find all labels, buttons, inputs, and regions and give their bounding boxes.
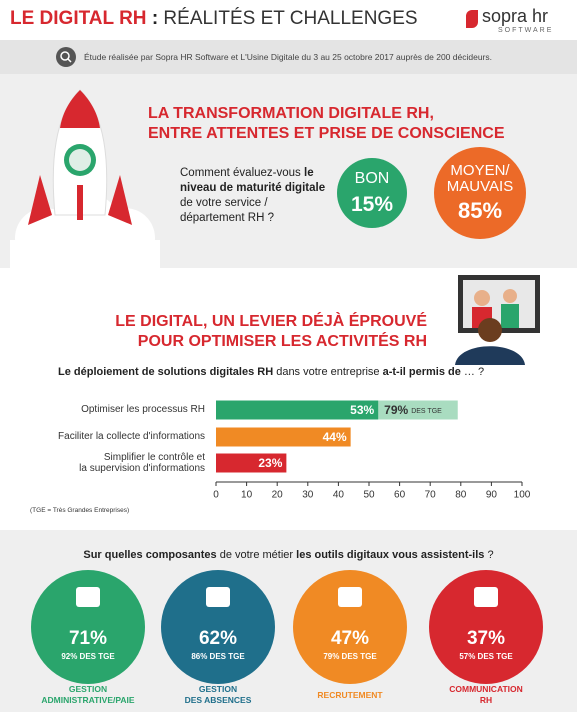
video-call-icon	[455, 275, 540, 365]
bar-value-label: 53%	[350, 403, 374, 417]
result-label: MOYEN/ MAUVAIS	[446, 162, 514, 195]
item-tge: 86% DES TGE	[191, 652, 245, 661]
x-tick-label: 70	[425, 490, 437, 501]
ct-bold: a-t-il permis de	[382, 366, 461, 378]
q-bold: le niveau de maturité	[180, 167, 314, 194]
category-label: Simplifier le contrôle et la supervision…	[79, 452, 205, 474]
x-tick-label: 80	[455, 490, 467, 501]
search-icon	[56, 47, 76, 67]
tge-value: 79%	[384, 403, 408, 417]
x-tick-label: 90	[486, 490, 498, 501]
item-icon	[338, 587, 362, 607]
x-tick-label: 60	[394, 490, 406, 501]
result-circle	[337, 158, 407, 228]
title-line: LA TRANSFORMATION DIGITALE RH,	[148, 105, 434, 122]
item-label: GESTION DES ABSENCES	[184, 684, 252, 705]
title-rest: RÉALITÉS ET CHALLENGES	[163, 8, 418, 29]
item-circle	[293, 570, 407, 684]
section3-question: Sur quelles composantes de votre métier …	[0, 549, 577, 561]
x-tick-label: 40	[333, 490, 345, 501]
item-circle	[31, 570, 145, 684]
bar	[216, 400, 379, 420]
category-label: Optimiser les processus RH	[81, 404, 205, 415]
search-glass	[60, 51, 70, 61]
study-note: Étude réalisée par Sopra HR Software et …	[84, 52, 492, 62]
tge-suffix: DES TGE	[411, 408, 442, 415]
rocket	[10, 89, 160, 268]
item-tge: 92% DES TGE	[61, 652, 115, 661]
result-value: 15%	[350, 193, 394, 216]
q-bold: Sur quelles composantes	[83, 549, 217, 561]
header-title: LE DIGITAL RH : RÉALITÉS ET CHALLENGES	[10, 8, 418, 30]
study-band	[0, 40, 577, 74]
x-tick-label: 20	[272, 490, 284, 501]
q-bold: les outils digitaux vous assistent-ils	[296, 549, 485, 561]
search-handle	[67, 58, 72, 63]
x-tick-label: 100	[514, 490, 531, 501]
ct-bold: Le déploiement de solutions digitales RH	[58, 366, 274, 378]
item-circle	[161, 570, 275, 684]
logo-mark	[466, 10, 478, 28]
section2-title: LE DIGITAL, UN LEVIER DÉJÀ ÉPROUVÉ POUR …	[115, 312, 427, 352]
item-label: COMMUNICATION RH	[449, 684, 523, 705]
item-tge: 57% DES TGE	[459, 652, 513, 661]
section1-title: LA TRANSFORMATION DIGITALE RH, ENTRE ATT…	[148, 104, 504, 144]
logo-sub: SOFTWARE	[498, 27, 554, 34]
x-tick-label: 30	[302, 490, 314, 501]
logo-text: sopra hr	[482, 6, 549, 26]
title-highlight: LE DIGITAL RH	[10, 8, 147, 29]
item-label: GESTION ADMINISTRATIVE/PAIE	[41, 684, 135, 705]
item-circle	[429, 570, 543, 684]
item-icon	[206, 587, 230, 607]
ct-text: … ?	[463, 366, 485, 378]
title-line: LE DIGITAL, UN LEVIER DÉJÀ ÉPROUVÉ	[115, 313, 427, 330]
x-tick-label: 0	[213, 490, 219, 501]
item-value: 71%	[69, 628, 107, 649]
tge-note: (TGE = Très Grandes Entreprises)	[30, 507, 130, 514]
bar-value-label: 44%	[323, 430, 347, 444]
q-text: de votre métier	[219, 549, 294, 561]
q-text: Comment évaluez-vous	[180, 167, 301, 179]
item-tge: 79% DES TGE	[323, 652, 377, 661]
bar-value-label: 23%	[258, 456, 282, 470]
x-tick-label: 50	[363, 490, 375, 501]
q-text: de votre service /	[180, 197, 268, 209]
item-label: RECRUTEMENT	[317, 690, 383, 700]
title-line: POUR OPTIMISER LES ACTIVITÉS RH	[137, 333, 427, 350]
result-circle	[434, 147, 526, 239]
bar	[216, 427, 351, 447]
chart-title: Le déploiement de solutions digitales RH…	[58, 366, 484, 378]
title-separator: :	[151, 8, 159, 29]
tge-value-label: 79% DES TGE	[384, 403, 442, 417]
ct-text: dans votre entreprise	[276, 366, 380, 378]
item-value: 47%	[331, 628, 369, 649]
item-value: 62%	[199, 628, 237, 649]
item-icon	[76, 587, 100, 607]
q-text: département RH ?	[180, 212, 274, 224]
x-tick-label: 10	[241, 490, 253, 501]
item-icon	[474, 587, 498, 607]
q-text: ?	[487, 549, 494, 561]
category-label: Faciliter la collecte d'informations	[58, 431, 205, 442]
item-value: 37%	[467, 628, 505, 649]
result-value: 85%	[457, 198, 503, 223]
bar	[216, 453, 287, 473]
result-label: BON	[354, 170, 390, 187]
q-bold: digitale	[284, 182, 326, 194]
title-line: ENTRE ATTENTES ET PRISE DE CONSCIENCE	[148, 125, 505, 142]
section1-question: Comment évaluez-vous le niveau de maturi…	[180, 166, 330, 226]
